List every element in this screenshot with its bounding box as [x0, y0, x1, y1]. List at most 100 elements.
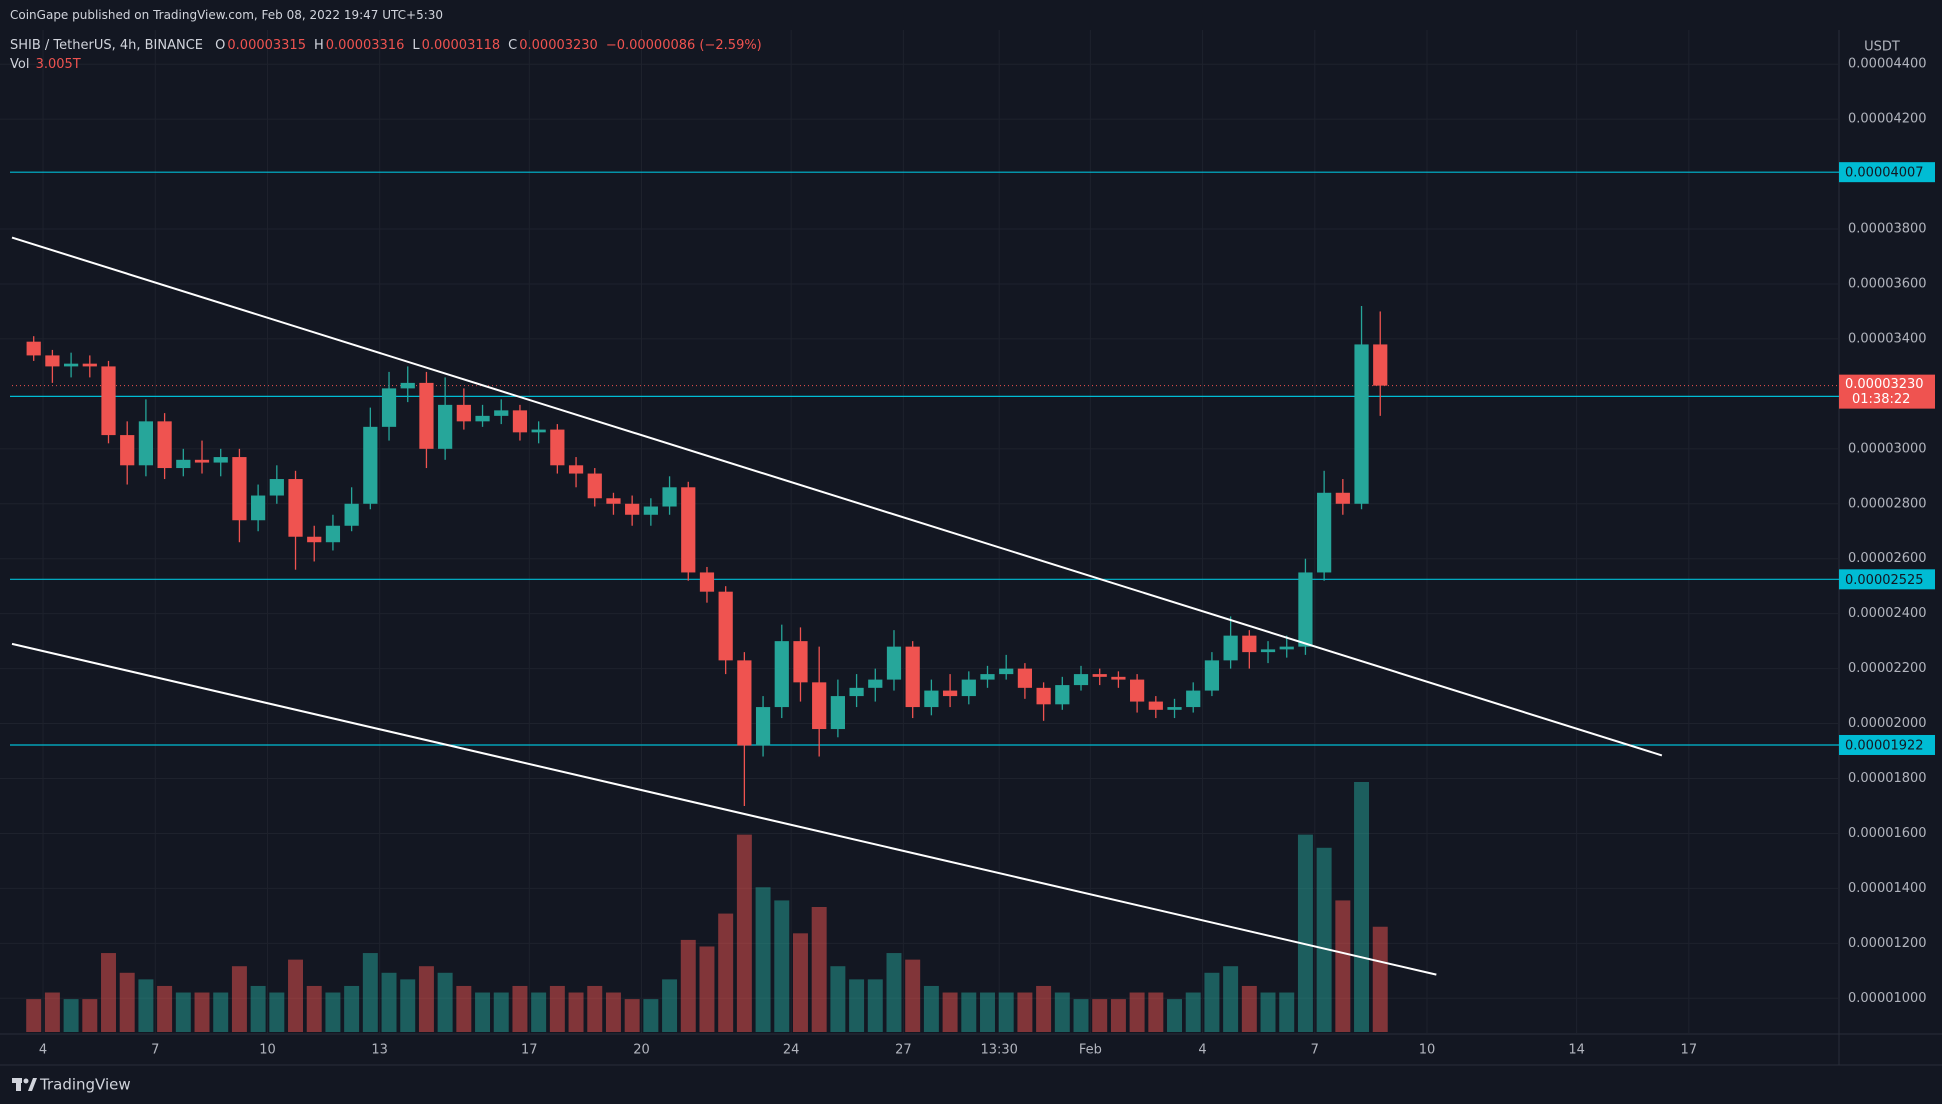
volume-bar	[418, 966, 434, 1032]
volume-bar	[905, 959, 921, 1032]
volume-bar	[774, 900, 790, 1032]
level-tag-label: 0.00004007	[1845, 166, 1924, 181]
volume-bar	[213, 992, 229, 1032]
change: −0.00000086 (−2.59%)	[605, 38, 762, 53]
candle-body	[625, 503, 640, 515]
level-tag-label: 0.00002525	[1845, 573, 1924, 588]
y-tick-label: 0.00003000	[1848, 441, 1927, 456]
candle-body	[587, 473, 602, 499]
x-tick-label: 4	[1198, 1043, 1206, 1058]
candle-body	[643, 506, 658, 515]
x-tick-label: 20	[633, 1043, 650, 1058]
volume-key: Vol	[10, 57, 30, 72]
candle-body	[363, 426, 378, 504]
volume-bar	[830, 966, 846, 1032]
volume-bar	[1297, 834, 1313, 1032]
volume-bar	[1017, 992, 1033, 1032]
volume-bar	[1372, 926, 1388, 1032]
logo-part	[16, 1078, 21, 1091]
volume-bar	[157, 985, 173, 1032]
volume-bar	[643, 999, 659, 1032]
candle-body	[1055, 685, 1070, 705]
candle-body	[138, 421, 154, 466]
x-tick-label: 24	[783, 1043, 800, 1058]
volume-bar	[587, 985, 603, 1032]
logo-part	[23, 1078, 29, 1084]
ohlc-value: 0.00003315	[227, 38, 306, 53]
candle-body	[251, 495, 266, 521]
volume-bar	[437, 972, 453, 1032]
ohlc-key: O	[215, 38, 226, 53]
candle-body	[868, 679, 883, 688]
ohlc-key: H	[313, 38, 324, 53]
volume-bar	[194, 992, 210, 1032]
x-tick-label: 10	[1419, 1043, 1436, 1058]
volume-bar	[699, 946, 715, 1032]
volume-bar	[1335, 900, 1351, 1032]
x-tick-label: 4	[39, 1043, 47, 1058]
candle-body	[456, 404, 471, 422]
x-tick-label: 17	[521, 1043, 538, 1058]
candle-body	[1167, 707, 1182, 710]
x-tick-label: 14	[1568, 1043, 1585, 1058]
volume-bar	[231, 966, 247, 1032]
symbol: SHIB / TetherUS, 4h, BINANCE	[10, 38, 204, 53]
candle-body	[1148, 701, 1163, 710]
y-tick-label: 0.00004400	[1848, 57, 1927, 72]
volume	[26, 782, 1388, 1032]
candle-body	[325, 525, 341, 543]
candle-body	[101, 366, 116, 436]
ohlc-key: L	[412, 38, 420, 53]
candle-body	[1298, 572, 1313, 647]
candle-body	[157, 421, 172, 469]
candle-body	[681, 487, 696, 573]
levels	[10, 171, 1839, 746]
candle-body	[1036, 687, 1051, 705]
volume-bar	[493, 992, 509, 1032]
volume-bar	[1354, 782, 1370, 1032]
y-tick-label: 0.00003800	[1848, 222, 1927, 237]
volume-bar	[344, 985, 360, 1032]
candle-body	[886, 646, 902, 680]
candle-body	[232, 457, 247, 521]
y-tick-label: 0.00002800	[1848, 496, 1927, 511]
candle-body	[568, 465, 584, 474]
y-tick-label: 0.00002400	[1848, 606, 1927, 621]
y-tick-label: 0.00003600	[1848, 276, 1927, 291]
volume-bar	[1223, 966, 1239, 1032]
volume-bar	[325, 992, 341, 1032]
volume-bar	[980, 992, 995, 1032]
volume-bar	[250, 985, 266, 1032]
y-tick-label: 0.00003400	[1848, 331, 1927, 346]
candle-body	[830, 696, 845, 730]
y-tick-label: 0.00001800	[1848, 771, 1927, 786]
x-tick-label: 17	[1681, 1043, 1698, 1058]
volume-bar	[718, 913, 734, 1032]
axes: 0.00001000 0.00001200 0.00001400 0.00001600…	[39, 57, 1935, 1058]
volume-bar	[1110, 999, 1126, 1032]
y-tick-label: 0.00002200	[1848, 661, 1927, 676]
candles	[26, 305, 1388, 806]
level-tag	[1839, 569, 1935, 590]
trendlines	[11, 236, 1663, 976]
trendline	[11, 642, 1437, 976]
volume-legend: Vol 3.005T	[10, 57, 89, 72]
volume-bar	[475, 992, 491, 1032]
ohlc-value: 0.00003118	[421, 38, 501, 53]
volume-bar	[867, 979, 883, 1032]
publisher: CoinGape published on TradingView.com, F…	[10, 8, 444, 22]
candle-body	[662, 487, 677, 507]
y-tick-label: 0.00001000	[1848, 991, 1927, 1006]
candle-body	[812, 682, 827, 730]
volume-bar	[1279, 992, 1295, 1032]
volume-bar	[792, 933, 808, 1032]
volume-bar	[1073, 999, 1089, 1032]
volume-bar	[44, 992, 60, 1032]
volume-bar	[849, 979, 865, 1032]
candle-body	[1335, 492, 1350, 504]
volume-bar	[961, 992, 977, 1032]
x-tick-label: 7	[1311, 1043, 1319, 1058]
y-tick-label: 0.00001400	[1848, 881, 1927, 896]
candle-body	[63, 363, 79, 367]
volume-bar	[811, 907, 827, 1032]
